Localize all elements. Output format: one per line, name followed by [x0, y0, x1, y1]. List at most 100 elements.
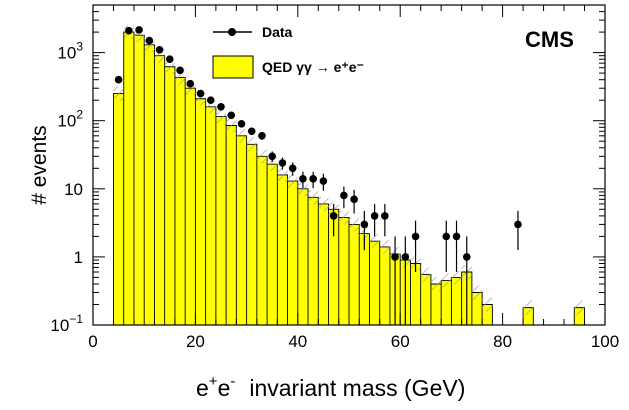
data-point: [155, 45, 164, 54]
mc-bar: [369, 241, 380, 325]
y-axis-title: # events: [28, 125, 51, 204]
mc-bar: [164, 66, 175, 325]
data-point: [360, 220, 369, 229]
mc-bar: [144, 44, 155, 325]
mc-uncertainty-cell: [246, 137, 257, 152]
mc-bar: [420, 274, 431, 325]
mc-bar: [349, 224, 360, 325]
data-point: [309, 175, 317, 183]
mc-uncertainty-cell: [144, 37, 155, 52]
mc-bar: [328, 209, 339, 325]
mc-bar: [451, 277, 462, 325]
data-point: [237, 120, 246, 128]
x-tick-label: 0: [88, 332, 97, 351]
mc-bar: [441, 280, 452, 325]
data-point: [319, 177, 328, 185]
mc-uncertainty-cell: [308, 190, 319, 205]
mc-uncertainty-cell: [267, 157, 278, 172]
mc-uncertainty-cell: [338, 210, 349, 225]
mc-bar: [430, 283, 442, 325]
mc-uncertainty-cell: [195, 91, 206, 106]
data-point: [299, 175, 307, 183]
mc-bar: [574, 307, 585, 325]
data-point: [288, 164, 297, 173]
mc-uncertainty-cell: [236, 128, 247, 143]
mc-uncertainty-cell: [297, 181, 309, 196]
y-tick-label: 103: [57, 40, 83, 63]
mc-uncertainty-cell: [185, 81, 196, 96]
y-tick-label: 10: [64, 180, 83, 199]
mc-bar: [338, 217, 349, 325]
mc-uncertainty-cell: [441, 273, 452, 288]
x-axis-title: e+e-invariant mass (GeV): [196, 373, 465, 401]
cms-label: CMS: [525, 27, 574, 52]
mc-bar: [174, 77, 186, 325]
mc-uncertainty-cell: [379, 239, 390, 254]
mc-bar: [410, 263, 421, 325]
mc-bar: [287, 181, 298, 325]
mc-bar: [297, 188, 309, 325]
mc-uncertainty-cell: [430, 276, 442, 291]
mc-uncertainty-cell: [349, 217, 360, 232]
plot-frame: [92, 4, 606, 326]
mc-uncertainty-cell: [287, 174, 298, 189]
data-point: [350, 195, 358, 204]
data-point: [258, 132, 266, 140]
mc-histogram: [113, 31, 585, 325]
data-point: [329, 212, 338, 220]
mc-bar: [308, 197, 319, 325]
mc-bar: [482, 304, 493, 325]
mc-uncertainty-cell: [574, 300, 585, 315]
mc-bar: [471, 292, 483, 325]
mc-bar: [379, 246, 390, 325]
data-point: [186, 79, 195, 88]
mc-uncertainty-cell: [205, 99, 216, 114]
mc-bar: [226, 125, 237, 325]
data-point: [278, 159, 287, 167]
mc-bar: [133, 35, 145, 325]
mc-bar: [246, 144, 257, 325]
x-tick-label: 80: [493, 332, 512, 351]
mc-uncertainty-cell: [451, 270, 462, 285]
mc-bar: [195, 98, 206, 325]
mc-bar: [318, 203, 329, 325]
data-point: [135, 26, 143, 34]
data-point: [268, 152, 277, 161]
data-point: [206, 96, 215, 104]
legend: Data QED γγ → e⁺e⁻: [212, 24, 364, 79]
legend-mc-swatch: [212, 55, 254, 79]
data-point: [227, 111, 236, 120]
data-point: [370, 212, 379, 220]
mc-uncertainty-cell: [154, 48, 165, 63]
data-points: [114, 26, 522, 325]
data-point: [247, 127, 256, 136]
y-axis: 10−1 1 10 102 103: [50, 4, 605, 335]
mc-uncertainty-cell: [133, 28, 145, 43]
y-tick-label: 102: [57, 108, 83, 131]
mc-uncertainty-cell: [226, 118, 237, 133]
mc-uncertainty-cell: [277, 167, 288, 182]
data-point: [381, 212, 389, 220]
data-point: [196, 89, 205, 98]
mc-uncertainty-cell: [523, 300, 534, 315]
mc-uncertainty-cell: [164, 59, 175, 74]
mc-bar: [267, 164, 278, 325]
data-point: [462, 253, 471, 261]
mc-bar: [215, 116, 227, 325]
mc-bar: [523, 307, 534, 325]
data-point: [514, 220, 522, 229]
mc-bar: [123, 32, 134, 325]
mc-bar: [154, 55, 165, 325]
mc-bar: [277, 174, 288, 325]
data-point: [125, 26, 133, 35]
data-point: [391, 253, 399, 261]
x-tick-label: 40: [288, 332, 307, 351]
mc-uncertainty-cell: [471, 285, 483, 300]
legend-mc-label: QED γγ → e⁺e⁻: [262, 59, 364, 75]
y-tick-label: 1: [74, 248, 83, 267]
legend-data-marker: [228, 28, 236, 36]
data-point: [411, 232, 420, 241]
mc-uncertainty-cell: [318, 196, 329, 211]
mc-uncertainty-cell: [215, 109, 227, 124]
